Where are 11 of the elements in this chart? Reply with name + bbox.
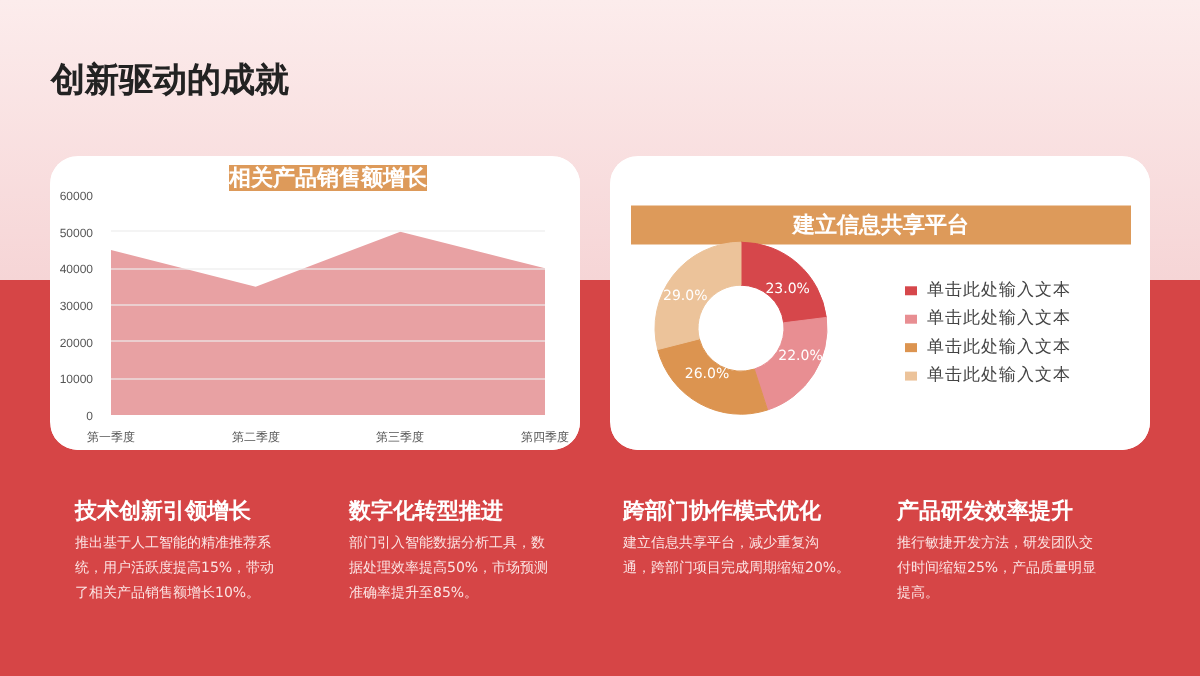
chart-title: 相关产品销售额增长 bbox=[227, 165, 429, 191]
text: 产品研发效率提升 bbox=[895, 498, 1073, 524]
legend-label: 单击此处输入文本 bbox=[927, 335, 1071, 358]
text: 跨部门协作模式优化 bbox=[621, 498, 823, 524]
text: 技术创新引领增长 bbox=[73, 498, 253, 524]
chart-title: 建立信息共享平台 bbox=[791, 211, 969, 238]
legend-label: 单击此处输入文本 bbox=[927, 364, 1071, 387]
legend-label: 单击此处输入文本 bbox=[927, 307, 1071, 330]
legend-label: 单击此处输入文本 bbox=[927, 278, 1071, 301]
text: 数字化转型推进 bbox=[347, 498, 503, 524]
text: 创新驱动的成就 bbox=[49, 61, 289, 101]
